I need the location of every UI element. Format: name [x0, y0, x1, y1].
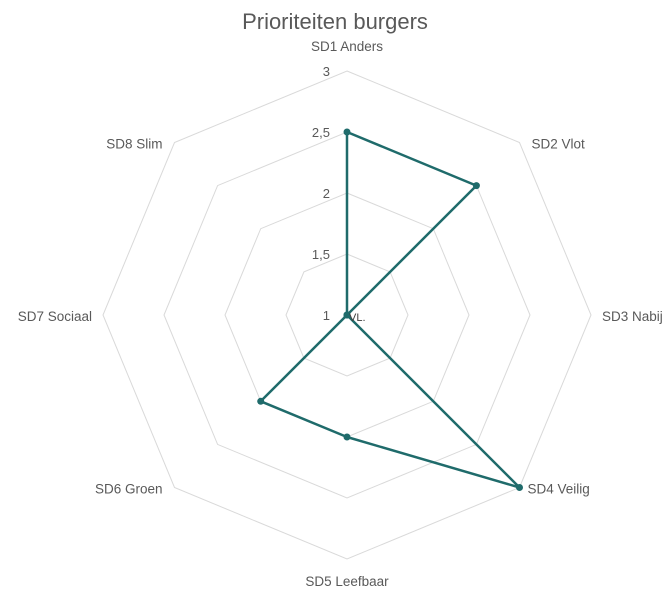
grid-ring: [285, 253, 409, 377]
data-point: [343, 128, 351, 136]
category-label: SD3 Nabij: [602, 309, 663, 324]
data-point: [343, 433, 351, 441]
center-label: VL.: [349, 312, 366, 324]
category-label: SD2 Vlot: [532, 137, 586, 152]
category-label: SD7 Sociaal: [18, 309, 92, 324]
series-layer: [257, 128, 523, 491]
radial-tick-label: 3: [323, 64, 330, 79]
category-label: SD5 Leefbaar: [305, 574, 389, 589]
series-line: [259, 130, 521, 489]
category-label: SD1 Anders: [311, 39, 383, 54]
chart-title: Prioriteiten burgers: [242, 9, 428, 34]
category-labels: SD1 Anders SD2 Vlot SD3 Nabij SD4 Veilig SD5…: [18, 39, 663, 589]
radial-tick-label: 1,5: [312, 247, 330, 262]
radial-tick-label: 1: [323, 308, 330, 323]
category-label: SD4 Veilig: [528, 482, 590, 497]
radial-tick-label: 2: [323, 186, 330, 201]
data-point: [516, 484, 523, 491]
grid-ring: [102, 70, 592, 560]
grid-ring: [163, 131, 531, 499]
category-label: SD6 Groen: [95, 482, 163, 497]
data-point: [343, 311, 351, 319]
category-label: SD8 Slim: [106, 137, 162, 152]
radial-tick-label: 2,5: [312, 125, 330, 140]
radial-tick-labels: 1 1,5 2 2,5 3: [312, 64, 330, 323]
data-point: [472, 182, 480, 190]
grid-rings: [102, 70, 592, 560]
data-point: [257, 397, 265, 405]
